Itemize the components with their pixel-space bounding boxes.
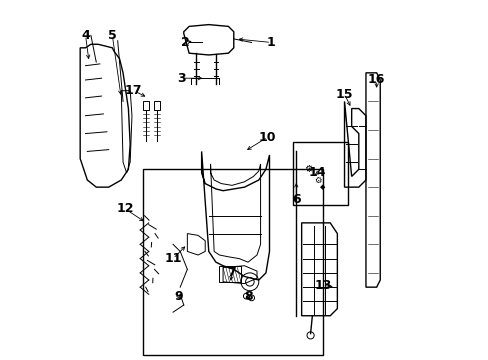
Text: ◆: ◆: [320, 184, 325, 190]
Text: 12: 12: [116, 202, 133, 215]
Bar: [219, 266, 241, 282]
Bar: [154, 102, 160, 111]
Text: ⚙: ⚙: [313, 176, 321, 185]
Text: 13: 13: [314, 279, 331, 292]
Text: 7: 7: [227, 266, 236, 279]
Bar: [292, 143, 347, 205]
Text: ⚙: ⚙: [304, 164, 312, 174]
Text: 10: 10: [259, 131, 276, 144]
Text: 3: 3: [177, 72, 186, 85]
Text: 5: 5: [108, 29, 117, 42]
Text: 11: 11: [164, 252, 182, 265]
Text: 8: 8: [243, 289, 252, 303]
Text: 15: 15: [335, 88, 352, 101]
Bar: [143, 102, 149, 111]
Text: 9: 9: [174, 289, 183, 303]
Text: 6: 6: [291, 193, 300, 206]
Text: 16: 16: [367, 73, 385, 86]
Text: 4: 4: [81, 29, 90, 42]
Text: 2: 2: [181, 36, 189, 49]
Text: 1: 1: [266, 36, 275, 49]
Bar: [142, 169, 323, 355]
Text: 14: 14: [308, 166, 326, 179]
Text: 17: 17: [125, 84, 142, 97]
